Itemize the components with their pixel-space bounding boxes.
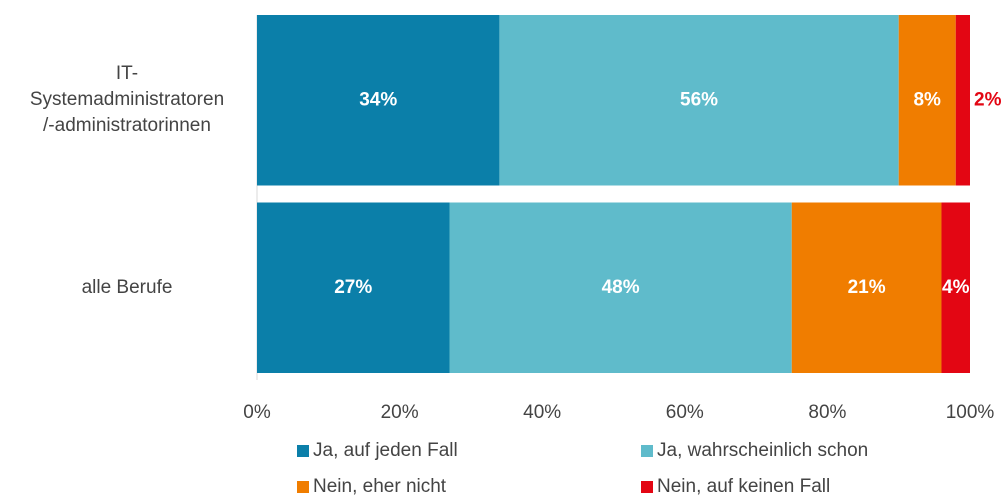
- data-label: 48%: [602, 277, 640, 298]
- data-label: 2%: [974, 89, 1002, 110]
- bar-segment: [898, 15, 956, 186]
- bar-segment: [257, 202, 450, 373]
- x-tick-label: 40%: [523, 402, 561, 423]
- category-label: alle Berufe: [81, 276, 173, 298]
- legend-label: Ja, wahrscheinlich schon: [657, 440, 868, 461]
- bar-segment: [257, 15, 500, 186]
- data-label: 8%: [913, 89, 941, 110]
- bar-segment: [941, 202, 970, 373]
- legend-swatch: [641, 481, 653, 493]
- legend-swatch: [297, 481, 309, 493]
- bar-segment: [449, 202, 792, 373]
- bar-segment: [955, 15, 970, 186]
- bar-segment: [499, 15, 899, 186]
- legend-swatch: [297, 445, 309, 457]
- legend-label: Nein, auf keinen Fall: [657, 476, 830, 497]
- x-tick-label: 20%: [381, 402, 419, 423]
- bar-segment: [791, 202, 942, 373]
- x-tick-label: 0%: [243, 402, 271, 423]
- x-tick-label: 100%: [946, 402, 995, 423]
- data-label: 34%: [359, 89, 397, 110]
- data-label: 4%: [942, 277, 970, 298]
- x-tick-label: 60%: [666, 402, 704, 423]
- legend-label: Ja, auf jeden Fall: [313, 440, 458, 461]
- legend-swatch: [641, 445, 653, 457]
- data-label: 21%: [848, 277, 886, 298]
- category-label: IT- Systemadministratoren /-administrato…: [29, 63, 225, 137]
- legend-label: Nein, eher nicht: [313, 476, 447, 497]
- data-label: 27%: [334, 277, 372, 298]
- x-tick-label: 80%: [808, 402, 846, 423]
- data-label: 56%: [680, 89, 718, 110]
